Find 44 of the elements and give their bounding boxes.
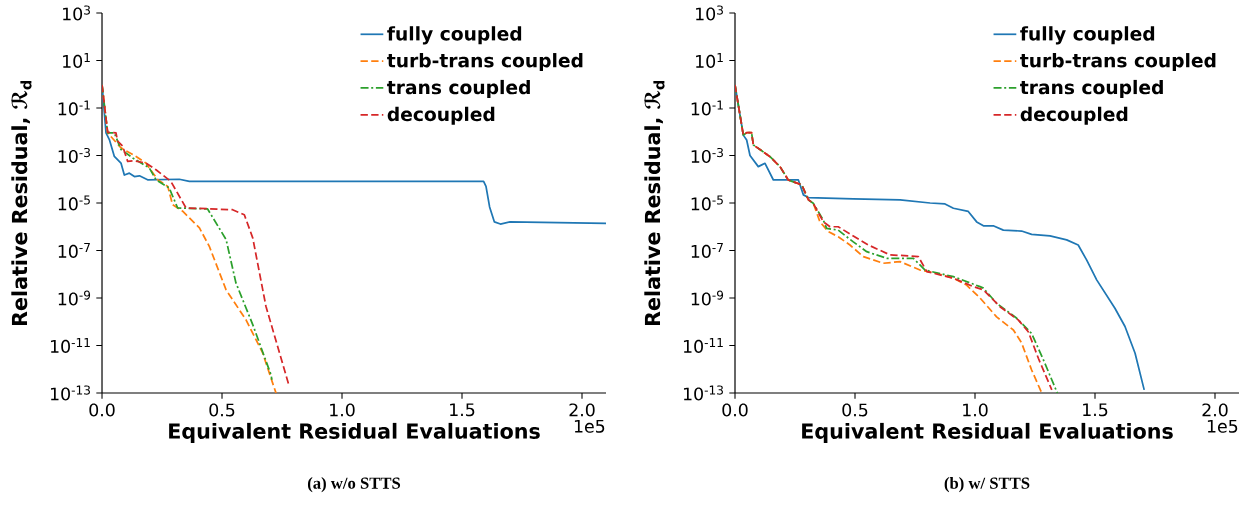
legend-label: turb-trans coupled bbox=[387, 53, 583, 72]
y-tick-label: 10$^{-3}$ bbox=[58, 147, 90, 164]
legend-label: decoupled bbox=[1020, 106, 1128, 125]
x-tick-label: 0.0 bbox=[722, 403, 748, 417]
y-tick-label: 10$^{-13}$ bbox=[50, 385, 90, 401]
y-tick-label: 10$^{-1}$ bbox=[58, 100, 90, 116]
y-axis-title: Relative Residual, ℛ$_{d}$ bbox=[11, 80, 32, 326]
legend-label: trans coupled bbox=[387, 79, 530, 98]
text: 1e5 bbox=[574, 419, 605, 433]
x-tick-label: 1.5 bbox=[1083, 403, 1108, 417]
legend-label: trans coupled bbox=[1020, 79, 1163, 98]
legend-label: decoupled bbox=[387, 106, 495, 125]
y-tick-label: 10$^{3}$ bbox=[63, 5, 90, 21]
y-tick-label: 10$^{1}$ bbox=[696, 53, 723, 68]
text: 1e5 bbox=[1207, 419, 1238, 433]
x-tick-label: 2.0 bbox=[569, 403, 595, 417]
legend-label: turb-trans coupled bbox=[1020, 53, 1216, 72]
x-tick-label: 1.0 bbox=[330, 403, 355, 417]
x-tick-label: 1.0 bbox=[963, 403, 988, 417]
y-tick-label: 10$^{-5}$ bbox=[58, 195, 90, 211]
y-tick-label: 10$^{-13}$ bbox=[683, 385, 723, 401]
y-tick-label: 10$^{-11}$ bbox=[683, 338, 723, 353]
y-tick-label: 10$^{-11}$ bbox=[50, 338, 90, 353]
y-tick-label: 10$^{1}$ bbox=[63, 53, 90, 68]
y-tick-label: 10$^{-9}$ bbox=[58, 290, 91, 306]
y-tick-label: 10$^{3}$ bbox=[696, 5, 723, 21]
x-tick-label: 0.0 bbox=[89, 403, 115, 417]
text: (b) w/ STTS bbox=[944, 477, 1030, 493]
y-tick-label: 10$^{-9}$ bbox=[691, 290, 724, 306]
y-tick-label: 10$^{-7}$ bbox=[691, 243, 723, 258]
legend-label: fully coupled bbox=[1020, 26, 1155, 45]
x-tick-label: 0.5 bbox=[842, 403, 868, 417]
x-tick-label: 1.5 bbox=[450, 403, 475, 417]
x-tick-label: 0.5 bbox=[209, 403, 235, 417]
y-tick-label: 10$^{-7}$ bbox=[58, 243, 90, 258]
y-axis-title: Relative Residual, ℛ$_{d}$ bbox=[644, 80, 665, 326]
legend-label: fully coupled bbox=[387, 26, 522, 45]
y-tick-label: 10$^{-1}$ bbox=[691, 100, 723, 116]
x-axis-title: Equivalent Residual Evaluations bbox=[169, 422, 540, 443]
x-tick-label: 2.0 bbox=[1202, 403, 1228, 417]
x-axis-title: Equivalent Residual Evaluations bbox=[802, 422, 1173, 443]
text: (a) w/o STTS bbox=[307, 477, 401, 493]
y-tick-label: 10$^{-3}$ bbox=[691, 147, 723, 164]
y-tick-label: 10$^{-5}$ bbox=[691, 195, 723, 211]
